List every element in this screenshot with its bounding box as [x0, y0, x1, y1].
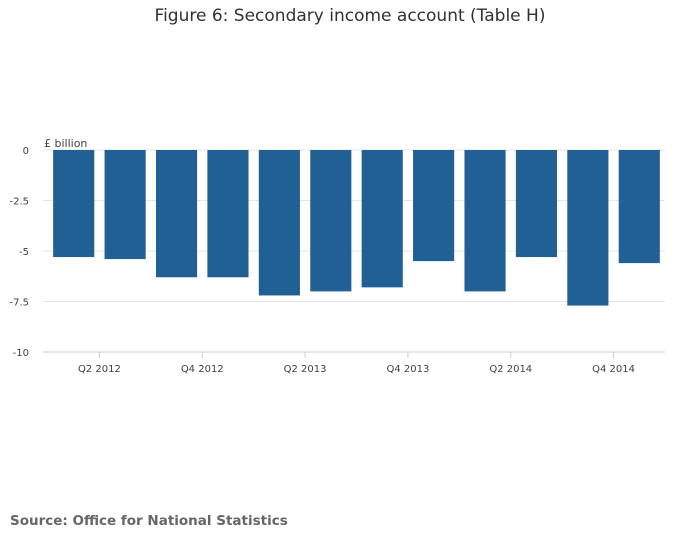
bar [413, 150, 455, 262]
bar [515, 150, 558, 258]
x-tick-label: Q2 2014 [489, 364, 532, 375]
chart-title: Figure 6: Secondary income account (Tabl… [154, 6, 546, 26]
x-tick-label: Q4 2014 [592, 364, 635, 375]
bar [155, 150, 198, 278]
bar [310, 150, 352, 292]
bars [53, 150, 660, 306]
bar [464, 150, 506, 292]
bar [53, 150, 95, 258]
bar [567, 150, 609, 306]
y-tick-label: 0 [23, 146, 29, 157]
source-note: Source: Office for National Statistics [10, 513, 288, 529]
x-axis-ticks: Q2 2012 Q4 2012 Q2 2013 Q4 2013 Q2 2014 Q4 20… [78, 352, 635, 375]
x-tick-label: Q4 2013 [386, 364, 429, 375]
gridlines [43, 149, 665, 302]
y-axis-unit-label: £ billion [44, 137, 87, 150]
y-tick-label: -2.5 [9, 197, 29, 208]
y-tick-label: -7.5 [9, 298, 29, 309]
bar [104, 150, 146, 260]
y-axis-ticks: 0 -2.5 -5 -7.5 -10 [9, 146, 29, 359]
bar [618, 150, 660, 264]
bar [361, 150, 403, 288]
bar [207, 150, 249, 278]
x-tick-label: Q2 2012 [78, 364, 121, 375]
bar [258, 150, 300, 296]
y-tick-label: -5 [19, 247, 29, 258]
x-tick-label: Q4 2012 [181, 364, 224, 375]
y-tick-label: -10 [13, 348, 29, 359]
x-tick-label: Q2 2013 [284, 364, 327, 375]
